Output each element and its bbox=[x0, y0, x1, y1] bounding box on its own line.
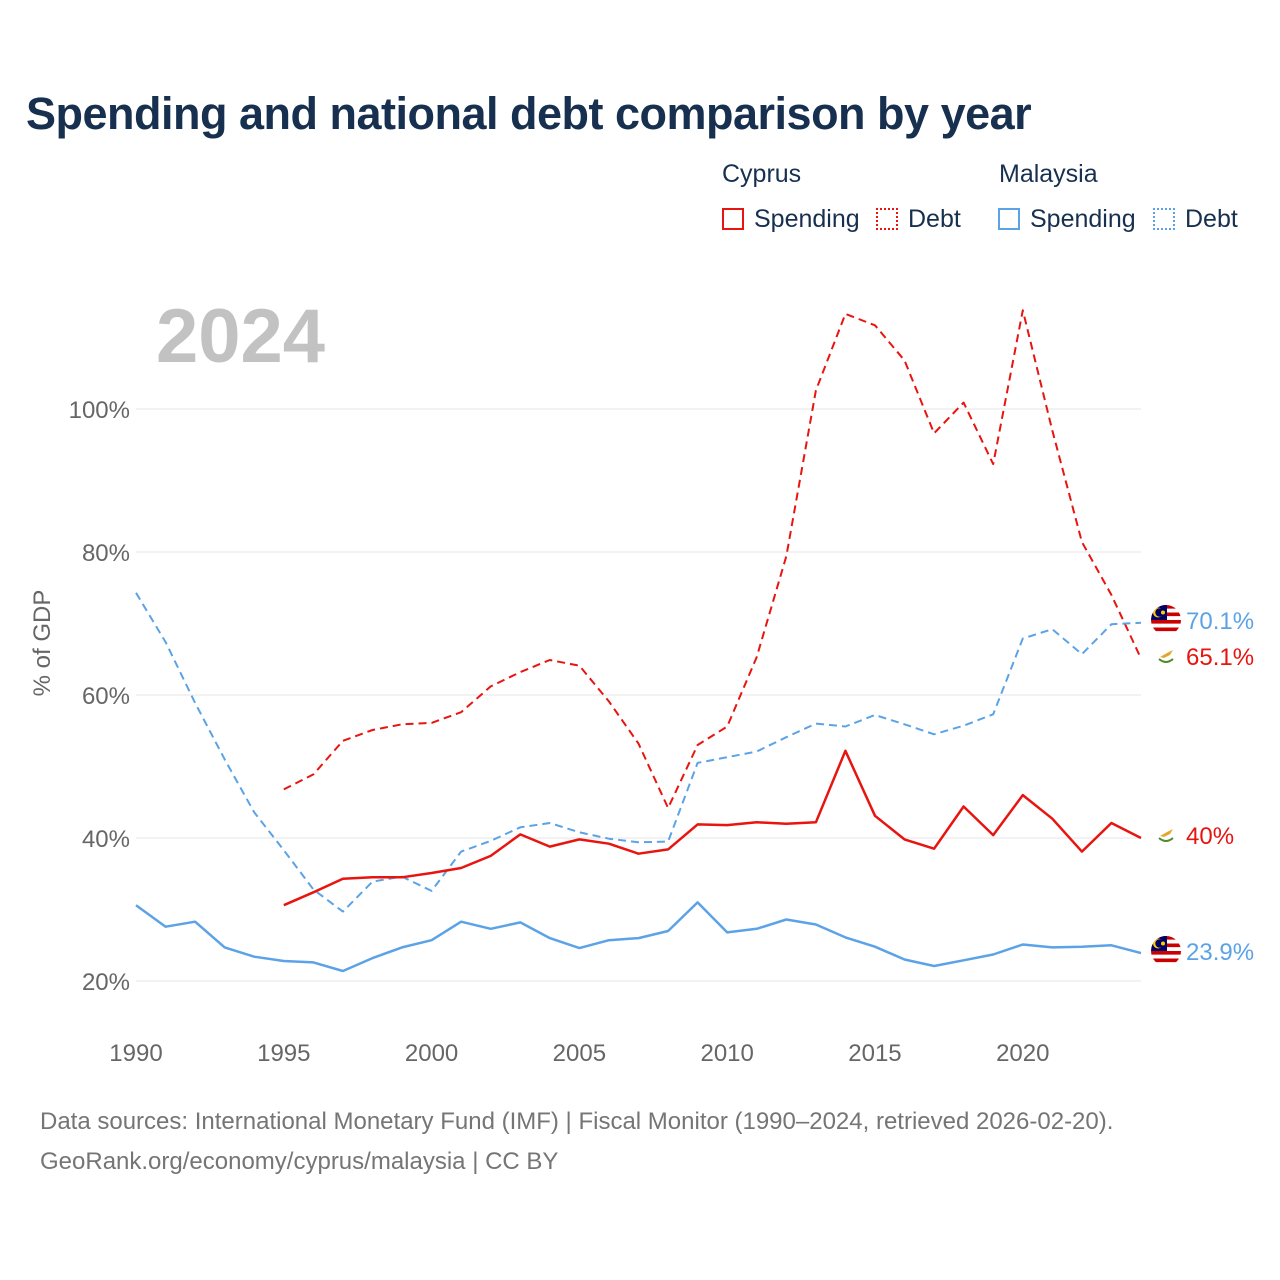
legend-group-title-cyprus: Cyprus bbox=[722, 160, 802, 188]
legend-group-title-malaysia: Malaysia bbox=[999, 160, 1098, 188]
end-label-malaysia-debt: 70.1% bbox=[1186, 608, 1254, 635]
footer-link[interactable]: GeoRank.org/economy/cyprus/malaysia | CC… bbox=[40, 1148, 559, 1175]
end-label-cyprus-spending: 40% bbox=[1186, 823, 1234, 850]
series-line-cyprus-debt bbox=[283, 309, 1142, 809]
legend-swatch-cyprus-debt bbox=[876, 208, 898, 230]
legend-label-cyprus-spending: Spending bbox=[754, 205, 860, 233]
legend-label-cyprus-debt: Debt bbox=[908, 205, 961, 233]
cyprus-flag-icon-cyprus-debt bbox=[1156, 646, 1176, 666]
y-tick-label-60: 60% bbox=[82, 683, 130, 710]
x-tick-label-2020: 2020 bbox=[996, 1040, 1049, 1067]
end-label-malaysia-spending: 23.9% bbox=[1186, 939, 1254, 966]
malaysia-flag-icon-malaysia-debt bbox=[1151, 605, 1181, 635]
legend-swatch-malaysia-debt bbox=[1153, 208, 1175, 230]
series-line-malaysia-spending bbox=[135, 901, 1142, 973]
y-axis-label: % of GDP bbox=[29, 590, 56, 697]
x-tick-label-1990: 1990 bbox=[109, 1040, 162, 1067]
legend-swatch-malaysia-spending bbox=[998, 208, 1020, 230]
series-line-cyprus-spending bbox=[283, 749, 1142, 907]
year-watermark: 2024 bbox=[156, 294, 325, 379]
malaysia-flag-icon-malaysia-spending bbox=[1151, 936, 1181, 966]
legend-label-malaysia-spending: Spending bbox=[1030, 205, 1136, 233]
chart-title: Spending and national debt comparison by… bbox=[26, 88, 1032, 139]
footer-sources: Data sources: International Monetary Fun… bbox=[40, 1108, 1114, 1135]
x-tick-label-2010: 2010 bbox=[700, 1040, 753, 1067]
x-tick-label-1995: 1995 bbox=[257, 1040, 310, 1067]
y-tick-label-100: 100% bbox=[69, 397, 130, 424]
x-tick-label-2000: 2000 bbox=[405, 1040, 458, 1067]
legend-swatch-cyprus-spending bbox=[722, 208, 744, 230]
series-line-malaysia-debt bbox=[135, 592, 1142, 913]
y-tick-label-40: 40% bbox=[82, 826, 130, 853]
end-label-cyprus-debt: 65.1% bbox=[1186, 644, 1254, 671]
y-tick-label-80: 80% bbox=[82, 540, 130, 567]
x-tick-label-2015: 2015 bbox=[848, 1040, 901, 1067]
legend-label-malaysia-debt: Debt bbox=[1185, 205, 1238, 233]
x-tick-label-2005: 2005 bbox=[553, 1040, 606, 1067]
y-tick-label-20: 20% bbox=[82, 969, 130, 996]
cyprus-flag-icon-cyprus-spending bbox=[1156, 825, 1176, 845]
